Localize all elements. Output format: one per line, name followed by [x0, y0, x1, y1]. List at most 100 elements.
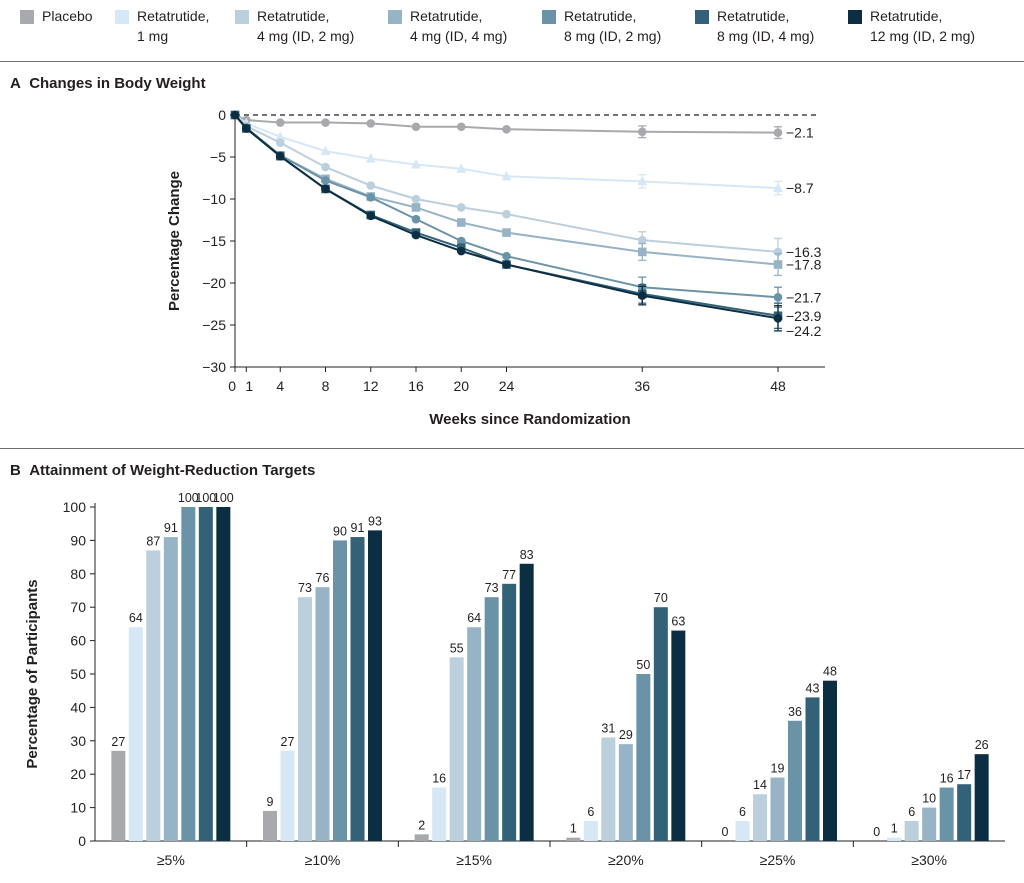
- data-point: [230, 110, 240, 120]
- legend-label: Retatrutide, 12 mg (ID, 2 mg): [870, 8, 976, 44]
- y-tick-label: 100: [63, 499, 87, 515]
- y-tick-label: 20: [70, 766, 86, 782]
- bar-value-label: 91: [164, 521, 178, 535]
- bar: [368, 530, 382, 841]
- bar-value-label: 100: [213, 491, 234, 505]
- data-point: [321, 162, 330, 172]
- data-point: [366, 119, 376, 128]
- bar: [449, 657, 464, 841]
- bar-value-label: 10: [922, 792, 936, 806]
- data-point: [502, 124, 511, 134]
- bar: [280, 750, 295, 841]
- bar-value-label: 83: [520, 548, 534, 562]
- data-point: [502, 260, 511, 269]
- legend-label: Retatrutide, 8 mg (ID, 2 mg): [564, 8, 662, 44]
- bar-value-label: 100: [178, 491, 199, 505]
- bar: [735, 820, 750, 841]
- legend-label: Placebo: [42, 8, 93, 24]
- data-point: [365, 153, 376, 163]
- y-tick-label: 80: [70, 566, 86, 582]
- y-tick-label: 50: [70, 666, 86, 682]
- bar: [566, 837, 581, 841]
- bar: [788, 720, 802, 841]
- bar: [298, 597, 312, 841]
- divider: [0, 61, 1024, 62]
- y-tick-label: 70: [70, 599, 86, 615]
- y-tick-label: −5: [210, 149, 226, 165]
- bar: [484, 597, 499, 841]
- panel-a-title: A Changes in Body Weight: [10, 75, 206, 92]
- legend-label: Retatrutide, 4 mg (ID, 4 mg): [410, 8, 508, 44]
- series-line: [234, 114, 779, 299]
- bar-value-label: 91: [351, 521, 365, 535]
- end-value-label: −24.2: [786, 323, 822, 339]
- y-tick-label: −20: [202, 275, 226, 291]
- data-point: [321, 176, 330, 185]
- bar: [519, 563, 534, 841]
- data-point: [502, 228, 511, 237]
- end-value-label: −2.1: [786, 125, 814, 141]
- data-point: [502, 251, 511, 261]
- end-value-label: −16.3: [786, 244, 822, 260]
- data-point: [456, 122, 466, 132]
- bar-value-label: 64: [129, 611, 143, 625]
- legend-label: Retatrutide, 1 mg: [137, 8, 210, 44]
- legend: Placebo Retatrutide, 1 mg Retatrutide, 4 m…: [0, 0, 1024, 60]
- bar-value-label: 50: [636, 658, 650, 672]
- x-tick-label: 8: [322, 378, 330, 394]
- series-line: [234, 114, 779, 134]
- bar-value-label: 0: [722, 825, 729, 839]
- x-tick-label: 1: [245, 378, 253, 394]
- data-point: [502, 209, 511, 219]
- bar-value-label: 70: [654, 591, 668, 605]
- data-point: [366, 181, 376, 190]
- data-point: [275, 151, 285, 161]
- category-label: ≥30%: [911, 852, 947, 868]
- data-point: [275, 138, 285, 148]
- x-tick-label: 12: [363, 378, 379, 394]
- series-line: [234, 114, 779, 190]
- data-point: [411, 194, 421, 204]
- legend-swatch: [235, 10, 249, 24]
- y-axis-title: Percentage Change: [166, 171, 183, 311]
- bar-value-label: 27: [111, 735, 125, 749]
- series-line: [234, 114, 779, 253]
- data-point: [321, 118, 330, 127]
- data-point: [637, 127, 647, 137]
- data-point: [456, 203, 466, 212]
- data-point: [637, 175, 648, 186]
- data-point: [321, 184, 330, 194]
- y-tick-label: 60: [70, 633, 86, 649]
- bar-value-label: 100: [195, 491, 216, 505]
- bar-value-label: 73: [298, 581, 312, 595]
- legend-swatch: [542, 10, 556, 24]
- y-tick-label: 0: [78, 833, 86, 849]
- bar: [753, 794, 767, 841]
- data-point: [275, 131, 286, 141]
- end-value-label: −21.7: [786, 289, 822, 305]
- bar-value-label: 48: [823, 665, 837, 679]
- bar: [414, 834, 429, 841]
- bar-value-label: 17: [957, 768, 971, 782]
- bar: [181, 507, 196, 841]
- bar-value-label: 2: [418, 818, 425, 832]
- bar-value-label: 29: [619, 728, 633, 742]
- bar: [636, 674, 651, 841]
- data-point: [773, 292, 783, 302]
- end-value-label: −23.9: [786, 308, 822, 324]
- bar-value-label: 31: [601, 721, 615, 735]
- data-point: [366, 193, 376, 202]
- data-point: [773, 260, 783, 269]
- data-point: [773, 313, 783, 323]
- bar: [939, 787, 954, 841]
- data-point: [366, 211, 376, 221]
- bar: [618, 744, 633, 841]
- legend-swatch: [20, 10, 34, 24]
- bar-value-label: 90: [333, 524, 347, 538]
- legend-label: Retatrutide, 8 mg (ID, 4 mg): [717, 8, 815, 44]
- data-point: [411, 203, 421, 212]
- y-tick-label: 30: [70, 733, 86, 749]
- legend-swatch: [388, 10, 402, 24]
- bar: [770, 777, 785, 841]
